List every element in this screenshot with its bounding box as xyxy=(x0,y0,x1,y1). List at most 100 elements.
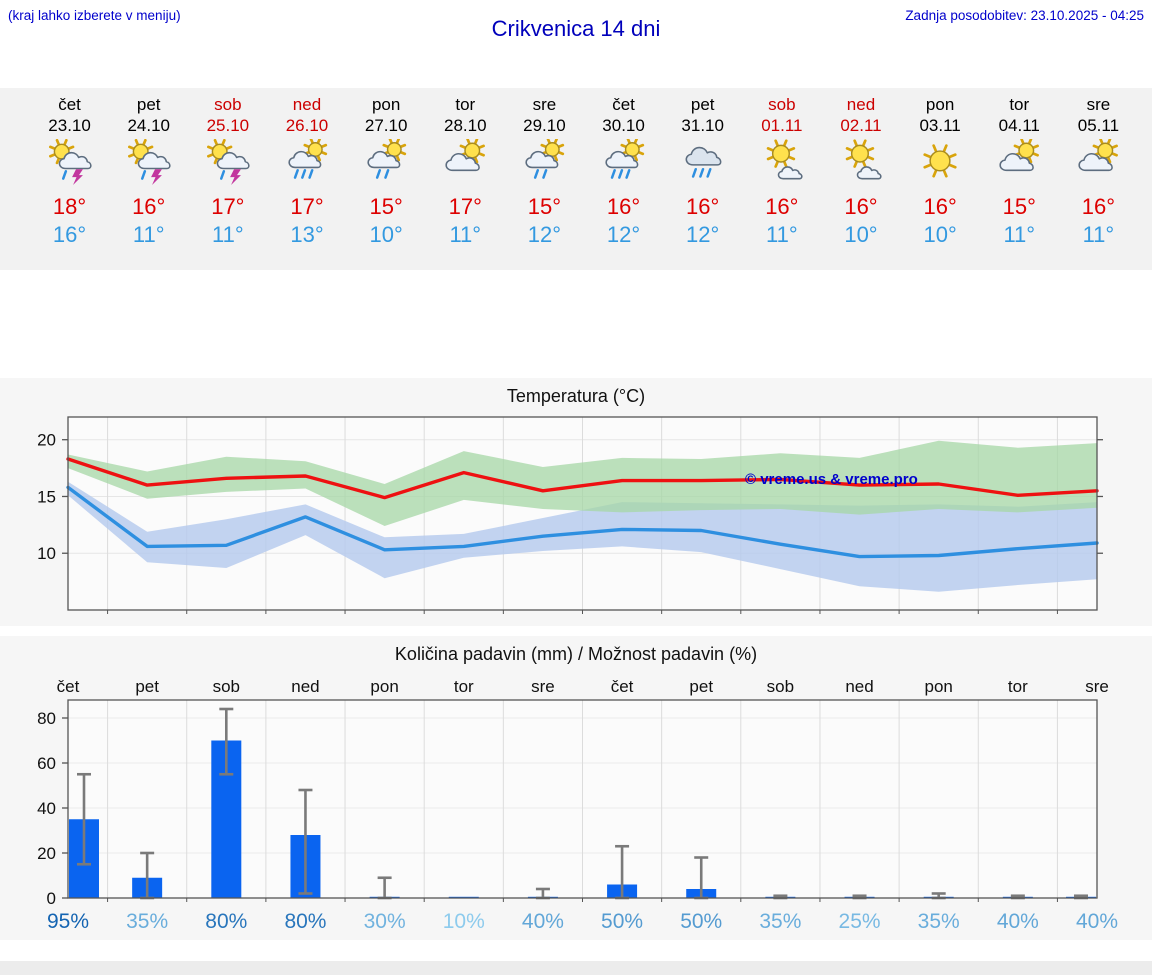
temp-axis: 10 15 20 xyxy=(37,416,1103,614)
chart-day-label: čet xyxy=(57,677,80,696)
day-name: čet xyxy=(58,95,81,114)
precip-y-tick-label: 60 xyxy=(37,754,56,773)
precip-probabilities: 95% 35% 80% 80% 30% 10% 40% 50% 50% 35% 25% 35% 40% 4… xyxy=(47,910,1118,933)
forecast-day: sob 01.11 16° 11° xyxy=(742,94,821,270)
day-name: ned xyxy=(292,95,322,114)
day-date: 26.10 xyxy=(285,116,329,135)
temp-y-tick-label: 10 xyxy=(37,544,56,563)
forecast-day: sre 05.11 16° 11° xyxy=(1059,94,1138,270)
day-date: 30.10 xyxy=(602,116,645,135)
day-name: sob xyxy=(214,95,242,114)
forecast-day: ned 02.11 16° 10° xyxy=(821,94,900,270)
chart-day-label: sob xyxy=(213,677,240,696)
precip-axis: 0 20 40 60 80 xyxy=(37,699,1098,908)
temp-max: 16° xyxy=(686,194,720,219)
precip-probability: 35% xyxy=(918,910,960,933)
chart-day-label: ned xyxy=(291,677,319,696)
footer-strip xyxy=(0,961,1152,975)
min-temp-line xyxy=(66,485,1099,559)
precipitation-chart: čet pet sob ned pon tor sre čet pet sob ned pon tor s… xyxy=(37,677,1118,933)
precip-probability: 40% xyxy=(1076,910,1118,933)
temp-min: 12° xyxy=(686,222,720,247)
temp-min: 10° xyxy=(369,222,403,247)
day-date: 28.10 xyxy=(444,116,487,135)
temp-y-tick-label: 20 xyxy=(37,431,56,450)
temp-min: 11° xyxy=(766,222,798,247)
chart-day-label: čet xyxy=(611,677,634,696)
day-name: čet xyxy=(612,95,635,114)
day-name: sre xyxy=(532,95,557,114)
chart-day-label: pon xyxy=(370,677,398,696)
forecast-day: sre 29.10 15° 12° xyxy=(505,94,584,270)
sun-small-cloud-icon xyxy=(821,139,900,191)
temp-min: 13° xyxy=(290,222,324,247)
temp-min: 12° xyxy=(527,222,562,247)
temp-min: 11° xyxy=(449,222,482,247)
sun-thunderstorm-icon xyxy=(188,138,267,191)
max-temp-range-band xyxy=(68,440,1097,526)
precip-probability: 40% xyxy=(997,910,1039,933)
day-date: 01.11 xyxy=(761,116,803,135)
forecast-day: pet 24.10 16° 11° xyxy=(109,94,188,270)
temperature-chart: 10 15 20 © vreme.us & vreme.pro xyxy=(37,416,1103,614)
temp-min: 11° xyxy=(212,222,244,247)
page-title: Crikvenica 14 dni xyxy=(491,16,661,41)
day-name: tor xyxy=(455,95,476,114)
temp-lines xyxy=(66,457,1099,559)
precip-probability: 35% xyxy=(759,910,801,933)
sun-icon xyxy=(901,139,980,191)
temp-max: 15° xyxy=(1002,194,1036,219)
temp-max: 16° xyxy=(765,194,799,219)
chart-day-label: sre xyxy=(1085,677,1109,696)
forecast-day: čet 30.10 16° 12° xyxy=(584,94,663,270)
sun-cloud-icon xyxy=(426,137,505,191)
temp-max: 15° xyxy=(369,194,403,219)
day-date: 03.11 xyxy=(919,116,961,135)
day-date: 23.10 xyxy=(48,116,91,135)
forecast-day: sob 25.10 17° 11° xyxy=(188,94,267,270)
chart-day-label: pet xyxy=(135,677,159,696)
day-name: pon xyxy=(925,95,955,114)
day-name: ned xyxy=(846,95,876,114)
temp-max: 15° xyxy=(527,194,562,219)
day-name: sob xyxy=(768,95,796,114)
precip-probability: 30% xyxy=(364,910,406,933)
day-date: 24.10 xyxy=(127,116,170,135)
chart-day-label: ned xyxy=(845,677,873,696)
temp-max: 16° xyxy=(132,194,166,219)
temp-min: 11° xyxy=(132,222,165,247)
forecast-day: pet 31.10 16° 12° xyxy=(663,94,742,270)
day-name: pet xyxy=(690,95,715,114)
temp-max: 16° xyxy=(1081,194,1116,219)
day-date: 31.10 xyxy=(681,116,724,135)
day-date: 27.10 xyxy=(364,116,408,135)
chart-day-label: pon xyxy=(925,677,953,696)
chart-day-label: tor xyxy=(1008,677,1028,696)
sun-thunderstorm-icon xyxy=(109,138,188,191)
precip-probability: 80% xyxy=(205,910,247,933)
menu-hint[interactable]: (kraj lahko izberete v meniju) xyxy=(8,8,181,23)
forecast-day: tor 04.11 15° 11° xyxy=(980,94,1059,270)
precip-y-tick-label: 0 xyxy=(47,889,56,908)
chart-day-label: sob xyxy=(767,677,794,696)
precip-y-tick-label: 40 xyxy=(37,799,56,818)
temp-min: 11° xyxy=(1003,222,1036,247)
precipitation-chart-title: Količina padavin (mm) / Možnost padavin … xyxy=(394,644,758,664)
temp-y-tick-label: 15 xyxy=(37,487,56,506)
watermark-link[interactable]: © vreme.us & vreme.pro xyxy=(745,471,918,488)
temp-max: 16° xyxy=(606,194,641,219)
day-date: 02.11 xyxy=(840,116,882,135)
temp-min: 10° xyxy=(844,222,878,247)
temp-uncertainty-bands xyxy=(68,440,1097,592)
day-name: pon xyxy=(371,95,401,114)
precip-y-tick-label: 20 xyxy=(37,844,56,863)
forecast-day: pon 03.11 16° 10° xyxy=(901,94,980,270)
max-temp-line xyxy=(66,457,1099,500)
forecast-strip: čet 23.10 18° 16° pet 24.10 16° 11° sob 25.10 17° 1… xyxy=(0,88,1152,270)
precip-probability: 10% xyxy=(443,910,485,933)
sun-cloud-icon xyxy=(1059,137,1138,191)
forecast-day: pon 27.10 15° 10° xyxy=(347,94,426,270)
forecast-day: ned 26.10 17° 13° xyxy=(267,94,346,270)
temp-max: 18° xyxy=(52,194,87,219)
last-update: Zadnja posodobitev: 23.10.2025 - 04:25 xyxy=(905,8,1144,23)
